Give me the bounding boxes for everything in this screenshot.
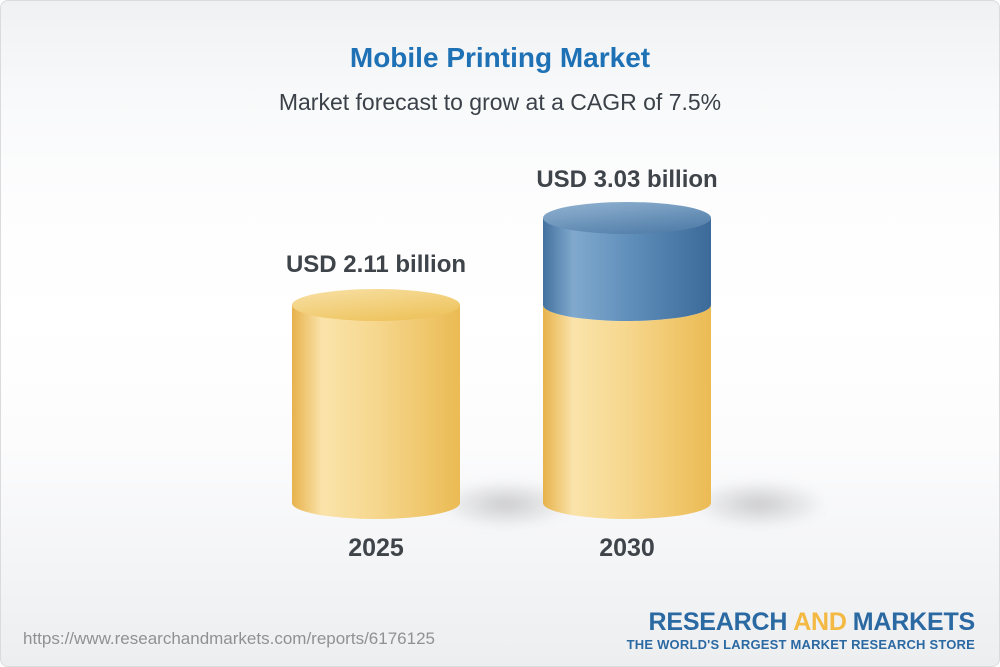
bar-2030-shadow xyxy=(689,479,829,529)
page-title: Mobile Printing Market xyxy=(349,42,651,73)
bar-2025-cylinder xyxy=(292,289,460,519)
logo-tagline: THE WORLD'S LARGEST MARKET RESEARCH STOR… xyxy=(626,637,975,652)
bar-2030-top-ellipse xyxy=(543,202,711,234)
bar-value-label-2030: USD 3.03 billion xyxy=(536,166,718,193)
logo-word-and: AND xyxy=(793,608,847,636)
bar-category-label-2025: 2025 xyxy=(348,534,404,562)
logo-word-research: RESEARCH xyxy=(648,608,788,636)
bar-2025-body xyxy=(292,305,460,519)
bar-value-label-2025: USD 2.11 billion xyxy=(285,251,467,278)
logo-word-markets: MARKETS xyxy=(852,608,975,636)
page-subtitle: Market forecast to grow at a CAGR of 7.5… xyxy=(278,89,722,115)
bar-2030-base-segment xyxy=(543,305,711,519)
bar-2030-growth-segment xyxy=(543,218,711,321)
bar-category-label-2030: 2030 xyxy=(599,534,655,562)
bar-2030-cylinder xyxy=(543,202,711,519)
logo-wordmark: RESEARCH AND MARKETS xyxy=(627,608,976,636)
researchandmarkets-logo: RESEARCH AND MARKETS THE WORLD'S LARGEST M… xyxy=(626,608,976,652)
bar-2025-top-ellipse xyxy=(292,289,460,321)
report-url: https://www.researchandmarkets.com/repor… xyxy=(23,629,435,648)
